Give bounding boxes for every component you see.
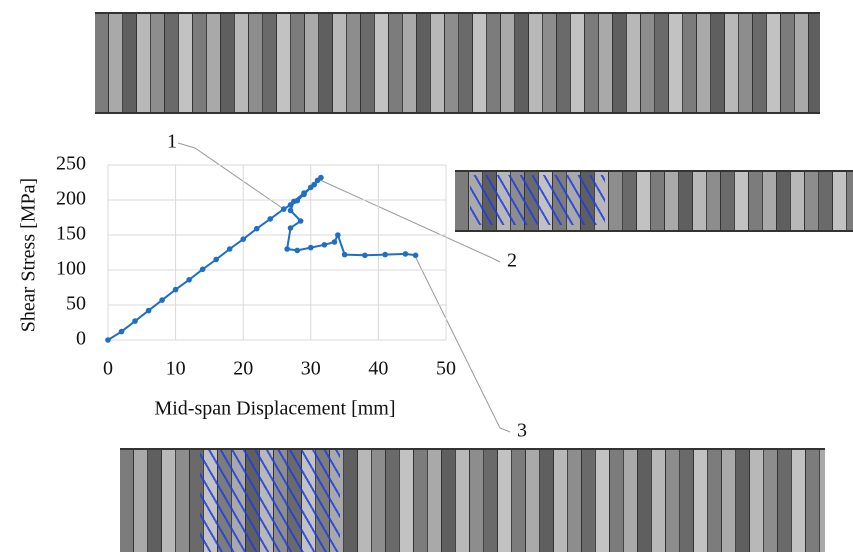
chart: 1 2 3 Mid-span Displacement [mm] Shear S… — [0, 0, 853, 552]
x-tick-label: 0 — [103, 358, 113, 380]
data-point — [332, 239, 338, 245]
y-tick-label: 100 — [56, 258, 86, 280]
data-point — [308, 245, 314, 251]
figure: 1 2 3 Mid-span Displacement [mm] Shear S… — [0, 0, 853, 552]
y-tick-label: 200 — [56, 188, 86, 210]
annotation: 1 — [167, 131, 177, 153]
data-point — [240, 236, 246, 242]
data-point — [213, 257, 219, 263]
x-tick-label: 40 — [368, 358, 388, 380]
annotation: 2 — [507, 250, 517, 272]
data-point — [322, 242, 328, 248]
annotation: 3 — [517, 420, 527, 442]
data-point — [294, 248, 300, 254]
x-axis-title: Mid-span Displacement [mm] — [154, 398, 395, 420]
data-point — [119, 329, 125, 335]
data-point — [288, 208, 294, 214]
x-tick-label: 30 — [301, 358, 321, 380]
leader-line — [320, 180, 500, 262]
y-tick-label: 250 — [56, 153, 86, 175]
data-point — [186, 277, 192, 283]
data-point — [159, 297, 165, 303]
data-point — [105, 337, 111, 343]
leader-line — [415, 256, 510, 432]
y-tick-label: 50 — [66, 293, 86, 315]
data-point — [267, 216, 273, 222]
y-tick-label: 0 — [76, 328, 86, 350]
data-point — [311, 182, 317, 188]
data-point — [298, 218, 304, 224]
data-point — [362, 253, 368, 259]
data-point — [288, 225, 294, 231]
y-axis-title: Shear Stress [MPa] — [18, 178, 40, 332]
data-point — [413, 253, 419, 259]
data-point — [301, 190, 307, 196]
x-tick-label: 50 — [436, 358, 456, 380]
data-point — [281, 206, 287, 212]
data-point — [382, 252, 388, 258]
data-point — [254, 226, 260, 232]
data-point — [335, 232, 341, 238]
data-point — [227, 246, 233, 252]
data-point — [291, 199, 297, 205]
data-point — [200, 267, 206, 273]
x-tick-label: 10 — [166, 358, 186, 380]
data-point — [318, 175, 324, 181]
data-point — [342, 252, 348, 258]
x-tick-label: 20 — [233, 358, 253, 380]
data-point — [173, 287, 179, 293]
y-tick-label: 150 — [56, 223, 86, 245]
data-point — [146, 308, 152, 314]
data-point — [284, 246, 290, 252]
data-point — [132, 318, 138, 324]
data-point — [403, 251, 409, 257]
